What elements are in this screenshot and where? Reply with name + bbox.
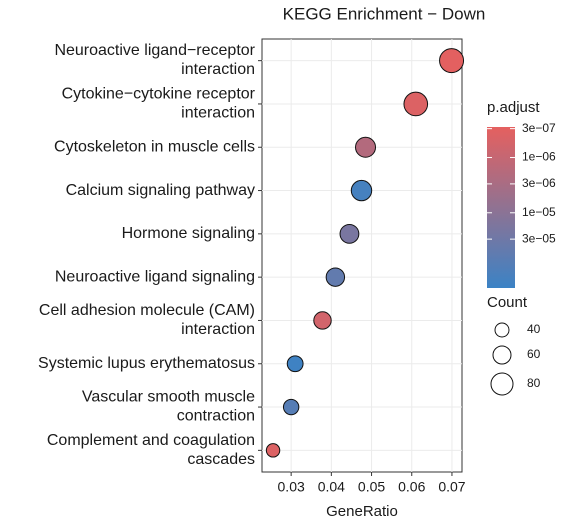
colorbar-tick-label: 1e−05 — [522, 205, 556, 219]
size-legend-key — [490, 372, 514, 396]
dot — [350, 179, 373, 202]
y-tick-label: Vascular smooth muscle contraction — [82, 389, 255, 425]
x-axis-label: GeneRatio — [326, 503, 398, 520]
dot — [439, 48, 465, 74]
colorbar — [487, 127, 515, 288]
dot — [313, 311, 332, 330]
y-tick-label: Cytoskeleton in muscle cells — [54, 138, 255, 155]
panel — [261, 38, 463, 473]
x-tick-label: 0.07 — [438, 479, 465, 495]
size-legend-label: 60 — [527, 347, 541, 361]
y-tick-label: Neuroactive ligand signaling — [55, 268, 255, 285]
y-tick-label: Systemic lupus erythematosus — [38, 355, 255, 372]
color-legend-title: p.adjust — [487, 99, 540, 116]
colorbar-tick-label: 1e−06 — [522, 150, 556, 164]
size-legend-key — [492, 345, 512, 365]
size-legend-key — [494, 322, 510, 338]
size-legend-title: Count — [487, 294, 528, 311]
x-tick-label: 0.04 — [318, 479, 345, 495]
y-tick-label: Cytokine−cytokine receptor interaction — [62, 86, 256, 122]
size-legend-label: 40 — [527, 322, 541, 336]
dot — [325, 267, 346, 287]
y-tick-label: Complement and coagulation cascades — [47, 432, 255, 468]
x-tick-label: 0.06 — [398, 479, 425, 495]
y-tick-label: Calcium signaling pathway — [66, 182, 255, 199]
x-tick-label: 0.05 — [358, 479, 385, 495]
x-tick-label: 0.03 — [278, 479, 305, 495]
dot — [282, 398, 300, 416]
y-tick-label: Neuroactive ligand−receptor interaction — [54, 42, 255, 78]
chart-title: KEGG Enrichment − Down — [283, 4, 486, 23]
colorbar-tick-label: 3e−06 — [522, 176, 556, 190]
colorbar-tick-label: 3e−07 — [522, 121, 556, 135]
dot — [355, 136, 377, 158]
dot — [286, 355, 304, 373]
y-tick-label: Cell adhesion molecule (CAM) interaction — [39, 302, 255, 338]
size-legend-label: 80 — [527, 376, 541, 390]
dot — [403, 91, 429, 117]
dot — [265, 443, 281, 458]
colorbar-tick-label: 3e−05 — [522, 231, 556, 245]
y-tick-label: Hormone signaling — [122, 225, 255, 242]
dot — [339, 223, 360, 244]
